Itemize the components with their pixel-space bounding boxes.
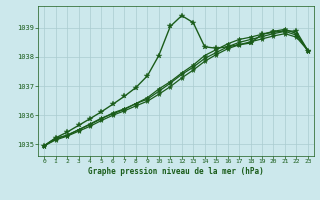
X-axis label: Graphe pression niveau de la mer (hPa): Graphe pression niveau de la mer (hPa) xyxy=(88,167,264,176)
